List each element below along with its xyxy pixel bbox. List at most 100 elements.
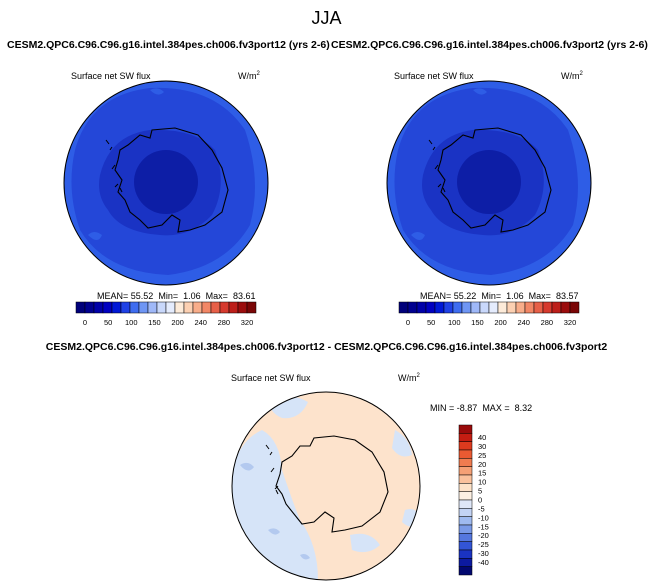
- diff-map-field: [232, 392, 420, 580]
- panel1-colorbar-swatch: [129, 301, 140, 314]
- panel2-colorbar-swatch: [497, 301, 508, 314]
- panel1-colorbar-swatch: [246, 301, 257, 314]
- panel1-colorbar-tick-label: 240: [194, 318, 207, 327]
- panel2-colorbar-swatch: [551, 301, 562, 314]
- panel2-map-field: [387, 81, 591, 285]
- panel2-colorbar-tick-label: 50: [427, 318, 435, 327]
- panel2-colorbar-swatch: [407, 301, 418, 314]
- panel1-colorbar-tick-label: 100: [125, 318, 138, 327]
- panel1-colorbar-swatch: [192, 301, 203, 314]
- panel1-units: W/m2: [238, 71, 260, 81]
- diff-colorbar-swatch: [458, 558, 473, 567]
- panel1-colorbar-swatch: [138, 301, 149, 314]
- panel1-colorbar-tick-label: 150: [148, 318, 161, 327]
- diff-colorbar-swatch: [458, 499, 473, 509]
- diff-colorbar-tick-label: -20: [478, 531, 489, 540]
- panel1-colorbar-swatch: [174, 301, 185, 314]
- diff-colorbar-tick-label: 15: [478, 469, 486, 478]
- panel2-colorbar-swatch: [515, 301, 526, 314]
- panel1-colorbar-swatch: [237, 301, 248, 314]
- diff-title: CESM2.QPC6.C96.C96.g16.intel.384pes.ch00…: [45, 341, 608, 353]
- panel2-colorbar-swatch: [524, 301, 535, 314]
- panel2-colorbar-swatch: [443, 301, 454, 314]
- panel2-title: CESM2.QPC6.C96.C96.g16.intel.384pes.ch00…: [331, 39, 648, 51]
- panel2-colorbar-swatch: [506, 301, 517, 314]
- panel1-colorbar-swatch: [219, 301, 230, 314]
- diff-colorbar-tick-label: 40: [478, 433, 486, 442]
- diff-colorbar-tick-label: 20: [478, 460, 486, 469]
- panel1-colorbar-swatch: [120, 301, 131, 314]
- panel1-coastline: [114, 127, 229, 233]
- panel1-colorbar-swatch: [183, 301, 194, 314]
- panel1-colorbar-swatch: [147, 301, 158, 314]
- panel2-colorbar-swatch: [560, 301, 571, 314]
- diff-colorbar-tick-label: -10: [478, 513, 489, 522]
- diff-colorbar-tick-label: 5: [478, 487, 482, 496]
- panel1-colorbar-swatch: [165, 301, 176, 314]
- panel2-colorbar-tick-label: 320: [564, 318, 577, 327]
- panel2-colorbar-tick-label: 150: [471, 318, 484, 327]
- panel2-colorbar-swatch: [470, 301, 481, 314]
- panel2-colorbar-tick-label: 0: [406, 318, 410, 327]
- diff-colorbar-tick-label: 25: [478, 451, 486, 460]
- panel2-colorbar-swatch: [533, 301, 544, 314]
- panel2-colorbar-tick-label: 200: [494, 318, 507, 327]
- panel1-colorbar-swatch: [111, 301, 122, 314]
- panel2-colorbar-swatch: [398, 301, 409, 314]
- diff-colorbar-swatch: [458, 508, 473, 517]
- diff-colorbar-swatch: [458, 466, 473, 476]
- panel1-colorbar-tick-label: 280: [218, 318, 231, 327]
- panel2-colorbar-swatch: [452, 301, 463, 314]
- diff-colorbar-swatch: [458, 533, 473, 542]
- panel2-colorbar-swatch: [434, 301, 445, 314]
- panel1-colorbar-swatch: [210, 301, 221, 314]
- diff-colorbar-swatch: [458, 483, 473, 492]
- panel1-variable-label: Surface net SW flux: [71, 71, 151, 81]
- season-title: JJA: [311, 8, 342, 28]
- diff-colorbar-swatch: [458, 433, 473, 442]
- diff-colorbar-swatch: [458, 474, 473, 484]
- panel2-colorbar: 0 50 100 150 200 240 280 320: [398, 301, 580, 327]
- diff-colorbar-swatch: [458, 449, 473, 459]
- diff-colorbar-tick-label: 10: [478, 478, 486, 487]
- panel1-colorbar-tick-label: 320: [241, 318, 254, 327]
- panel2-colorbar-swatch: [461, 301, 472, 314]
- diff-colorbar-tick-label: -30: [478, 549, 489, 558]
- panel2-colorbar-swatch: [416, 301, 427, 314]
- diff-colorbar-swatch: [458, 458, 473, 467]
- diff-colorbar-swatch: [458, 541, 473, 551]
- diff-stats: MIN = -8.87 MAX = 8.32: [430, 403, 533, 413]
- diff-colorbar-swatch: [458, 549, 473, 559]
- panel1-colorbar-swatch: [156, 301, 167, 314]
- panel1-colorbar-swatch: [84, 301, 95, 314]
- panel2-colorbar-swatch: [569, 301, 580, 314]
- diff-variable-label: Surface net SW flux: [231, 373, 311, 383]
- diff-colorbar-tick-label: -25: [478, 540, 489, 549]
- diff-colorbar-swatch: [458, 524, 473, 534]
- panel2-colorbar-swatch: [488, 301, 499, 314]
- diff-colorbar-tick-label: -5: [478, 504, 485, 513]
- diff-colorbar-tick-label: -15: [478, 522, 489, 531]
- panel1-colorbar-swatch: [75, 301, 86, 314]
- panel1-colorbar-swatch: [228, 301, 239, 314]
- panel1-colorbar-tick-label: 200: [171, 318, 184, 327]
- panel1-colorbar-tick-label: 0: [83, 318, 87, 327]
- diff-colorbar-tick-label: -40: [478, 558, 489, 567]
- panel2-colorbar-swatch: [542, 301, 553, 314]
- panel1-title: CESM2.QPC6.C96.C96.g16.intel.384pes.ch00…: [7, 39, 330, 51]
- panel1-stats: MEAN= 55.52 Min= 1.06 Max= 83.61: [97, 291, 256, 301]
- panel1-colorbar-swatch: [201, 301, 212, 314]
- panel2-colorbar-tick-label: 280: [541, 318, 554, 327]
- diff-units: W/m2: [398, 373, 420, 383]
- diff-colorbar-tick-label: 30: [478, 442, 486, 451]
- panel2-colorbar-tick-label: 100: [448, 318, 461, 327]
- diff-colorbar-tick-label: 0: [478, 496, 482, 505]
- panel2-variable-label: Surface net SW flux: [394, 71, 474, 81]
- panel1-colorbar-tick-label: 50: [104, 318, 112, 327]
- panel1-colorbar: 0 50 100 150 200 240 280 320: [75, 301, 257, 327]
- panel1-map-field: [64, 81, 268, 285]
- diff-colorbar-swatch: [458, 491, 473, 501]
- panel1-colorbar-swatch: [93, 301, 104, 314]
- diff-colorbar-swatch: [458, 566, 473, 576]
